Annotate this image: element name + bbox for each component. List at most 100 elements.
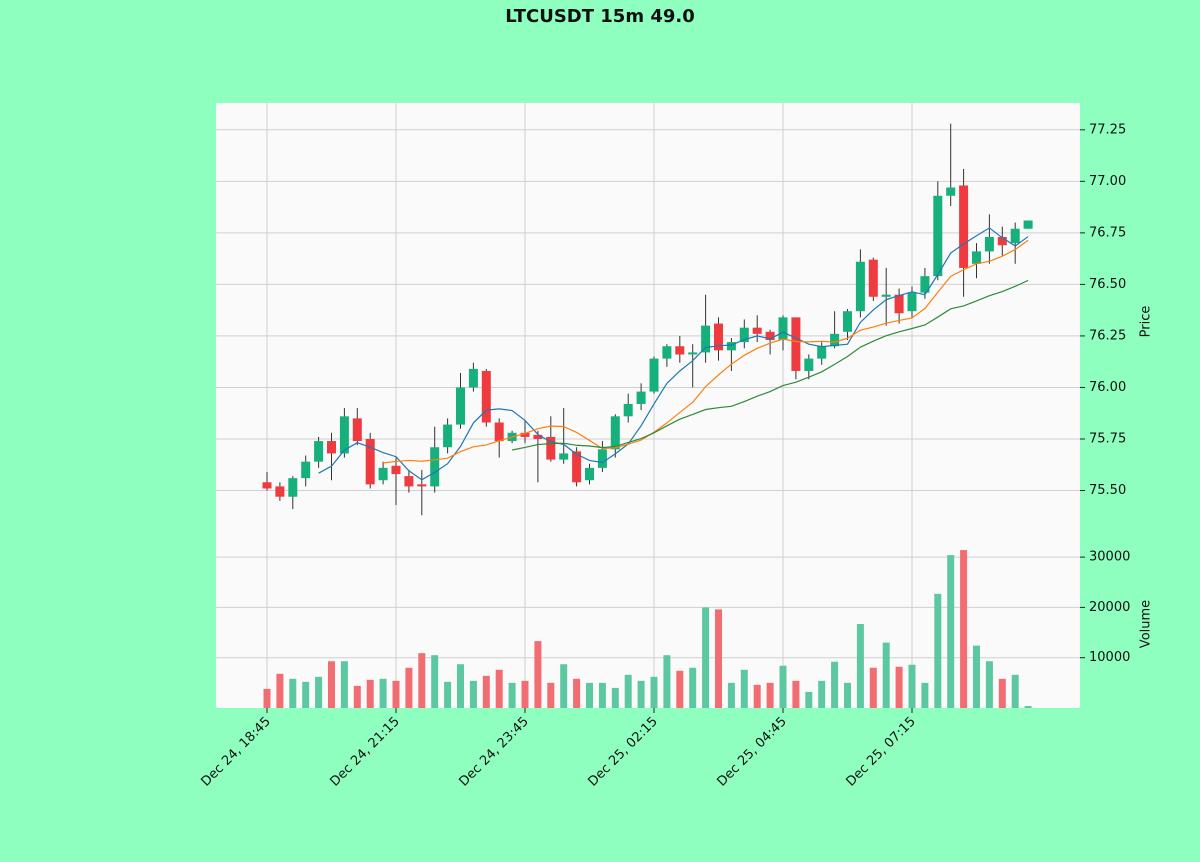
candle-body [430, 447, 440, 487]
volume-bar [289, 678, 297, 708]
volume-bar [457, 664, 464, 708]
volume-bar [366, 679, 374, 708]
chart-title: LTCUSDT 15m 49.0 [505, 6, 695, 27]
candle-body [933, 195, 943, 277]
volume-bar [392, 680, 400, 708]
candle-body [623, 403, 633, 417]
volume-bar [521, 680, 529, 708]
volume-bar [934, 593, 942, 708]
candle-body [701, 325, 711, 353]
volume-bar [908, 664, 916, 708]
candle-body [675, 346, 685, 355]
volume-bar [263, 688, 271, 708]
volume-bar [792, 680, 800, 708]
candle-body [1010, 228, 1020, 244]
y-tick-label: 76.25 [1089, 328, 1126, 343]
candle-body [262, 482, 272, 489]
candle-body [817, 346, 827, 359]
candle-body [1023, 220, 1033, 229]
candle-body [959, 185, 969, 268]
x-tick-label: Dec 24, 18:45 [198, 714, 273, 789]
candle-body [920, 276, 930, 293]
volume-bar [611, 687, 619, 708]
volume-bar [715, 609, 722, 708]
volume-bar [779, 665, 787, 708]
volume-bar [702, 607, 710, 708]
candle-body [288, 478, 298, 497]
volume-bar [805, 691, 813, 708]
y-tick-label: 30000 [1089, 550, 1130, 565]
candle-body [804, 358, 814, 371]
candle-body [868, 259, 878, 297]
volume-bar [573, 678, 581, 708]
y-axis-label: Volume [1139, 600, 1154, 648]
candle-body [327, 441, 336, 454]
candle-body [739, 327, 749, 343]
candle-body [339, 416, 349, 454]
volume-bar [947, 555, 955, 708]
volume-bar [844, 682, 851, 708]
volume-bar [818, 680, 826, 708]
candle-body [585, 467, 594, 481]
candle-body [378, 467, 388, 481]
volume-bar [560, 664, 568, 708]
y-tick-label: 75.50 [1089, 483, 1126, 498]
candle-body [688, 352, 698, 355]
volume-bar [340, 661, 348, 708]
candle-body [456, 387, 465, 425]
candle-body [275, 486, 285, 497]
volume-bar [753, 684, 761, 708]
volume-bar [740, 669, 748, 708]
candle-body [417, 484, 427, 487]
candle-body [649, 358, 659, 392]
volume-bar [637, 680, 645, 708]
candle-body [881, 294, 891, 297]
volume-bar [998, 678, 1006, 708]
candle-body [443, 424, 453, 448]
volume-bar [689, 667, 697, 708]
y-tick-label: 75.75 [1089, 431, 1126, 446]
x-tick-label: Dec 24, 23:45 [456, 714, 531, 789]
volume-bar [960, 550, 968, 708]
volume-bar [276, 673, 284, 708]
y-tick-label: 77.00 [1089, 174, 1126, 189]
volume-bar [985, 661, 993, 708]
volume-bar [663, 655, 671, 708]
volume-bar [482, 675, 490, 708]
candle-body [997, 236, 1007, 246]
x-tick-label: Dec 24, 21:15 [327, 714, 402, 789]
candle-body [946, 187, 956, 196]
candle-body [765, 331, 775, 341]
candle-body [714, 323, 723, 351]
candle-body [468, 368, 478, 388]
volume-bar [534, 641, 542, 708]
volume-bar [727, 682, 735, 708]
volume-bar [869, 667, 877, 708]
volume-bar [856, 624, 864, 708]
volume-bar [328, 661, 335, 708]
volume-bar [624, 674, 632, 708]
candle-body [352, 418, 362, 442]
volume-bar [586, 682, 593, 708]
candle-body [855, 261, 865, 312]
x-tick-label: Dec 25, 07:15 [843, 714, 918, 789]
volume-bar [882, 642, 890, 708]
candle-body [778, 317, 788, 341]
y-tick-label: 76.75 [1089, 225, 1126, 240]
candle-body [314, 441, 324, 462]
volume-bar [379, 678, 387, 708]
candle-body [752, 327, 762, 334]
candle-body [894, 294, 904, 314]
volume-bar [650, 676, 658, 708]
volume-bar [444, 681, 452, 708]
y-tick-label: 76.00 [1089, 380, 1126, 395]
volume-bar [676, 670, 684, 708]
volume-bar [508, 682, 516, 708]
candle-body [520, 432, 530, 437]
candle-body [533, 434, 543, 439]
volume-bar [431, 655, 439, 708]
volume-bar [1024, 705, 1032, 708]
volume-bar [405, 667, 413, 708]
moving-average [383, 239, 1029, 464]
